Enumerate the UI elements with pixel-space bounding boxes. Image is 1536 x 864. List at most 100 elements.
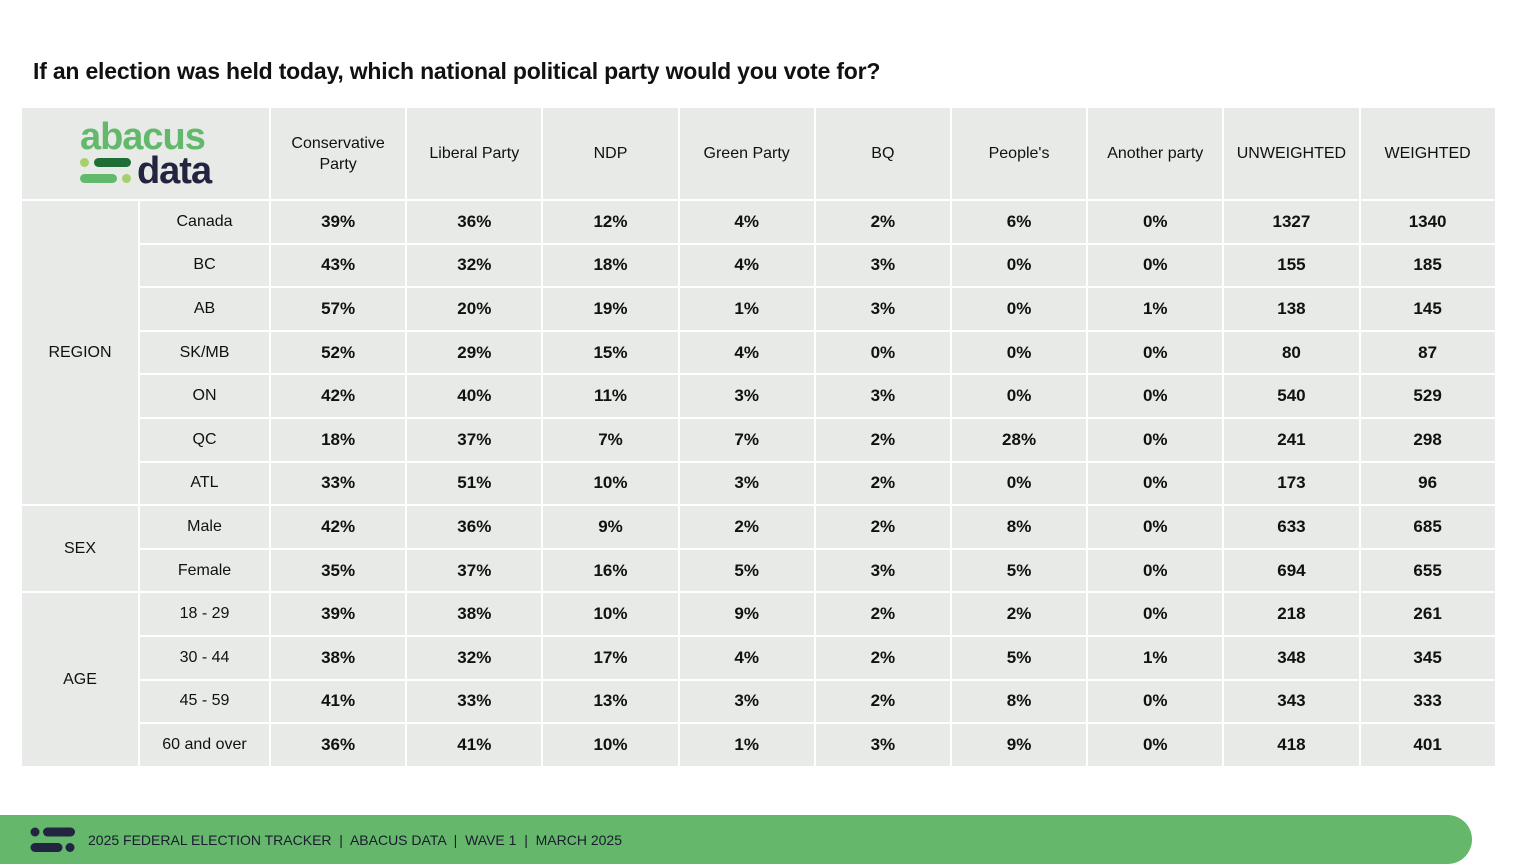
row-label: SK/MB	[139, 329, 272, 376]
value-cell: 0%	[949, 329, 1089, 376]
value-cell: 694	[1222, 547, 1361, 594]
value-cell: 2%	[813, 504, 952, 550]
value-cell: 3%	[677, 460, 816, 507]
row-label: 45 - 59	[139, 678, 272, 725]
value-cell: 15%	[541, 329, 680, 376]
value-cell: 20%	[405, 286, 544, 332]
value-cell: 5%	[677, 547, 816, 594]
value-cell: 32%	[405, 242, 544, 289]
value-cell: 41%	[405, 722, 544, 768]
column-header: Green Party	[677, 108, 816, 201]
value-cell: 348	[1222, 634, 1361, 681]
value-cell: 40%	[405, 373, 544, 419]
value-cell: 33%	[405, 678, 544, 725]
table-row: REGION Canada 39% 36% 12% 4% 2% 6% 0% 1327 1340	[22, 198, 1497, 507]
value-cell: 0%	[1086, 199, 1225, 245]
group-label: AGE	[22, 591, 140, 768]
value-cell: 51%	[405, 460, 544, 507]
value-cell: 7%	[541, 416, 680, 463]
value-cell: 9%	[541, 504, 680, 550]
value-cell: 17%	[541, 634, 680, 681]
value-cell: 36%	[269, 722, 408, 768]
value-cell: 185	[1358, 242, 1497, 289]
table-row: 30 - 44 38% 32% 17% 4% 2% 5% 1% 348 345	[22, 634, 1497, 681]
column-header: Conservative Party	[269, 108, 408, 201]
table-row: AGE 18 - 29 39% 38% 10% 9% 2% 2% 0% 218 261	[22, 591, 1497, 768]
value-cell: 0%	[949, 242, 1089, 289]
table-row: Female 35% 37% 16% 5% 3% 5% 0% 694 655	[22, 547, 1497, 594]
column-header: Liberal Party	[405, 108, 544, 201]
value-cell: 8%	[949, 678, 1089, 725]
abacus-mark-icon	[30, 827, 75, 852]
table-row: SK/MB 52% 29% 15% 4% 0% 0% 0% 80 87	[22, 329, 1497, 376]
results-table: abacus data Conservative Party Liberal Pa…	[22, 108, 1497, 768]
value-cell: 2%	[813, 591, 952, 637]
value-cell: 52%	[269, 329, 408, 376]
value-cell: 1%	[677, 286, 816, 332]
value-cell: 685	[1358, 504, 1497, 550]
value-cell: 12%	[541, 199, 680, 245]
row-label: Female	[139, 547, 272, 594]
value-cell: 32%	[405, 634, 544, 681]
value-cell: 0%	[949, 460, 1089, 507]
value-cell: 3%	[677, 678, 816, 725]
group-label: SEX	[22, 504, 140, 594]
table-row: QC 18% 37% 7% 7% 2% 28% 0% 241 298	[22, 416, 1497, 463]
value-cell: 1%	[1086, 634, 1225, 681]
row-label: Male	[137, 504, 272, 550]
value-cell: 18%	[269, 416, 408, 463]
value-cell: 87	[1358, 329, 1497, 376]
value-cell: 96	[1358, 460, 1497, 507]
value-cell: 2%	[949, 591, 1089, 637]
value-cell: 37%	[405, 416, 544, 463]
table-row: ON 42% 40% 11% 3% 3% 0% 0% 540 529	[22, 373, 1497, 419]
row-label: Canada	[137, 199, 272, 245]
row-label: ATL	[139, 460, 272, 507]
table-row: BC 43% 32% 18% 4% 3% 0% 0% 155 185	[22, 242, 1497, 289]
value-cell: 1340	[1358, 199, 1497, 245]
value-cell: 418	[1222, 722, 1361, 768]
value-cell: 0%	[1086, 460, 1225, 507]
value-cell: 2%	[813, 460, 952, 507]
column-header: NDP	[541, 108, 680, 201]
value-cell: 0%	[1086, 547, 1225, 594]
value-cell: 42%	[269, 373, 408, 419]
value-cell: 298	[1358, 416, 1497, 463]
value-cell: 261	[1358, 591, 1497, 637]
value-cell: 0%	[1086, 242, 1225, 289]
value-cell: 2%	[813, 416, 952, 463]
table-row: ATL 33% 51% 10% 3% 2% 0% 0% 173 96	[22, 460, 1497, 507]
value-cell: 4%	[677, 242, 816, 289]
value-cell: 0%	[1086, 373, 1225, 419]
row-label: ON	[139, 373, 272, 419]
value-cell: 9%	[677, 591, 816, 637]
value-cell: 13%	[541, 678, 680, 725]
value-cell: 19%	[541, 286, 680, 332]
logo-cell: abacus data	[22, 108, 272, 201]
value-cell: 0%	[1086, 678, 1225, 725]
row-label: AB	[139, 286, 272, 332]
column-header: WEIGHTED	[1358, 108, 1497, 201]
value-cell: 241	[1222, 416, 1361, 463]
value-cell: 0%	[949, 373, 1089, 419]
value-cell: 18%	[541, 242, 680, 289]
column-header: Another party	[1086, 108, 1225, 201]
row-label: 30 - 44	[139, 634, 272, 681]
value-cell: 0%	[1086, 591, 1225, 637]
row-label: QC	[139, 416, 272, 463]
value-cell: 38%	[269, 634, 408, 681]
value-cell: 10%	[541, 591, 680, 637]
value-cell: 2%	[813, 678, 952, 725]
value-cell: 6%	[949, 199, 1089, 245]
value-cell: 38%	[405, 591, 544, 637]
footer-bar: 2025 FEDERAL ELECTION TRACKER | ABACUS D…	[0, 815, 1472, 864]
value-cell: 1327	[1222, 199, 1361, 245]
value-cell: 57%	[269, 286, 408, 332]
table-row: AB 57% 20% 19% 1% 3% 0% 1% 138 145	[22, 286, 1497, 332]
value-cell: 33%	[269, 460, 408, 507]
footer-text: 2025 FEDERAL ELECTION TRACKER | ABACUS D…	[88, 832, 622, 848]
value-cell: 16%	[541, 547, 680, 594]
value-cell: 0%	[1086, 504, 1225, 550]
value-cell: 29%	[405, 329, 544, 376]
value-cell: 345	[1358, 634, 1497, 681]
